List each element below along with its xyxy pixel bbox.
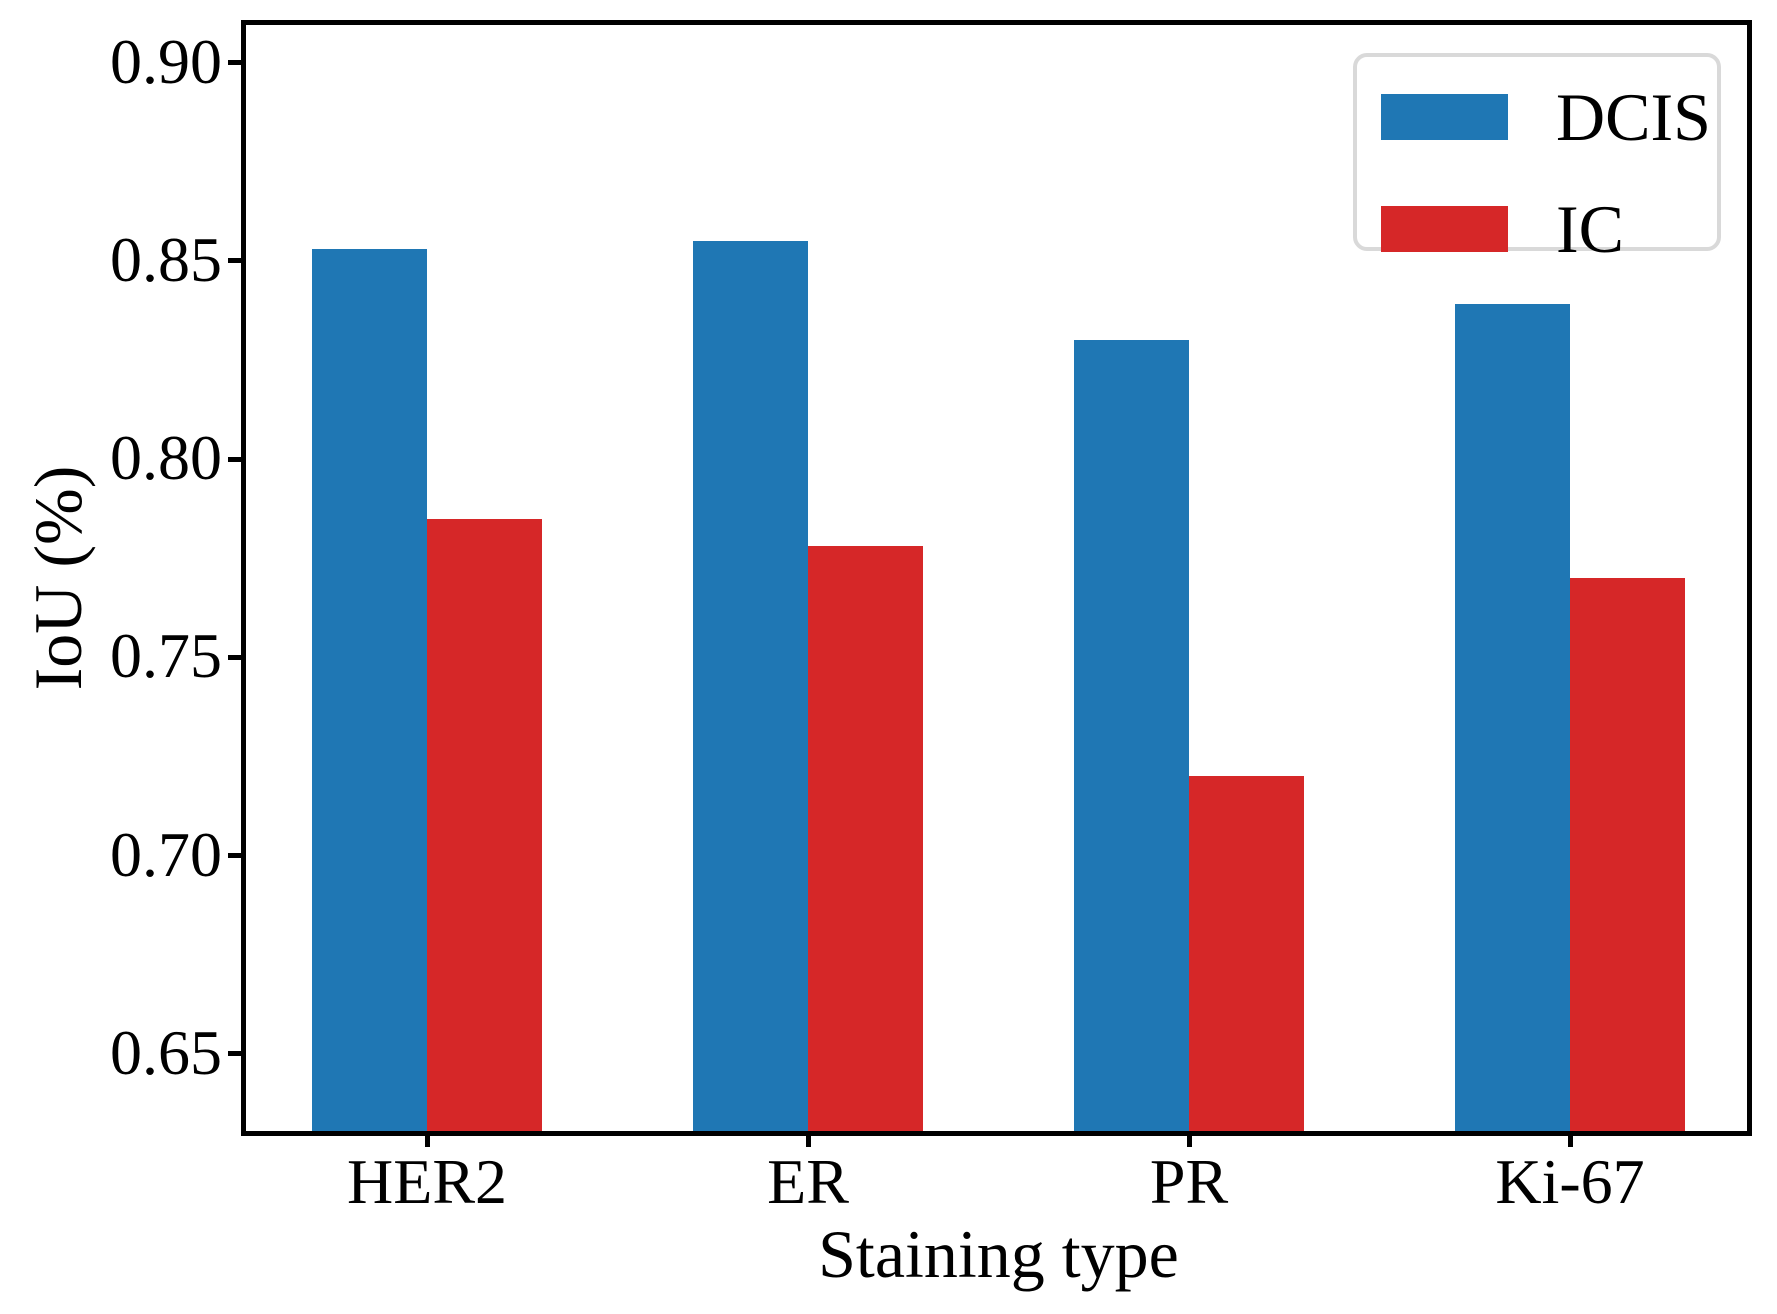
legend-swatch-dcis <box>1381 94 1508 140</box>
y-tick <box>228 258 244 264</box>
bar-dcis-her2 <box>312 248 427 1133</box>
x-tick-label-er: ER <box>767 1146 849 1217</box>
x-axis-title: Staining type <box>818 1216 1179 1292</box>
bar-dcis-ki-67 <box>1455 304 1570 1133</box>
bar-ic-her2 <box>427 518 542 1133</box>
y-tick-label: 0.90 <box>110 25 222 97</box>
y-tick-label: 0.70 <box>110 818 222 890</box>
bar-dcis-pr <box>1074 340 1189 1133</box>
x-tick <box>1567 1133 1573 1147</box>
y-tick <box>228 853 244 858</box>
x-tick <box>424 1133 430 1147</box>
bar-dcis-er <box>693 241 808 1133</box>
bar-ic-ki-67 <box>1570 578 1685 1133</box>
legend-item-dcis: DCIS <box>1381 83 1717 151</box>
legend-label-dcis: DCIS <box>1556 79 1711 155</box>
x-tick-label-pr: PR <box>1149 1146 1229 1217</box>
y-tick <box>228 60 244 66</box>
legend-swatch-ic <box>1381 206 1508 252</box>
legend-label-ic: IC <box>1556 191 1624 267</box>
x-tick <box>1186 1133 1192 1147</box>
y-tick <box>228 456 244 462</box>
x-tick-label-her2: HER2 <box>347 1146 507 1217</box>
y-tick-label: 0.85 <box>110 223 222 295</box>
y-tick-label: 0.65 <box>110 1016 222 1088</box>
y-tick-label: 0.75 <box>110 620 222 692</box>
bar-ic-er <box>808 546 923 1133</box>
x-tick <box>805 1133 811 1147</box>
y-tick <box>228 654 244 660</box>
y-tick <box>228 1051 244 1057</box>
x-tick-label-ki-67: Ki-67 <box>1495 1146 1645 1217</box>
legend-item-ic: IC <box>1381 195 1717 263</box>
y-tick-label: 0.80 <box>110 422 222 494</box>
legend: DCIS IC <box>1353 53 1721 263</box>
bar-ic-pr <box>1189 776 1304 1133</box>
